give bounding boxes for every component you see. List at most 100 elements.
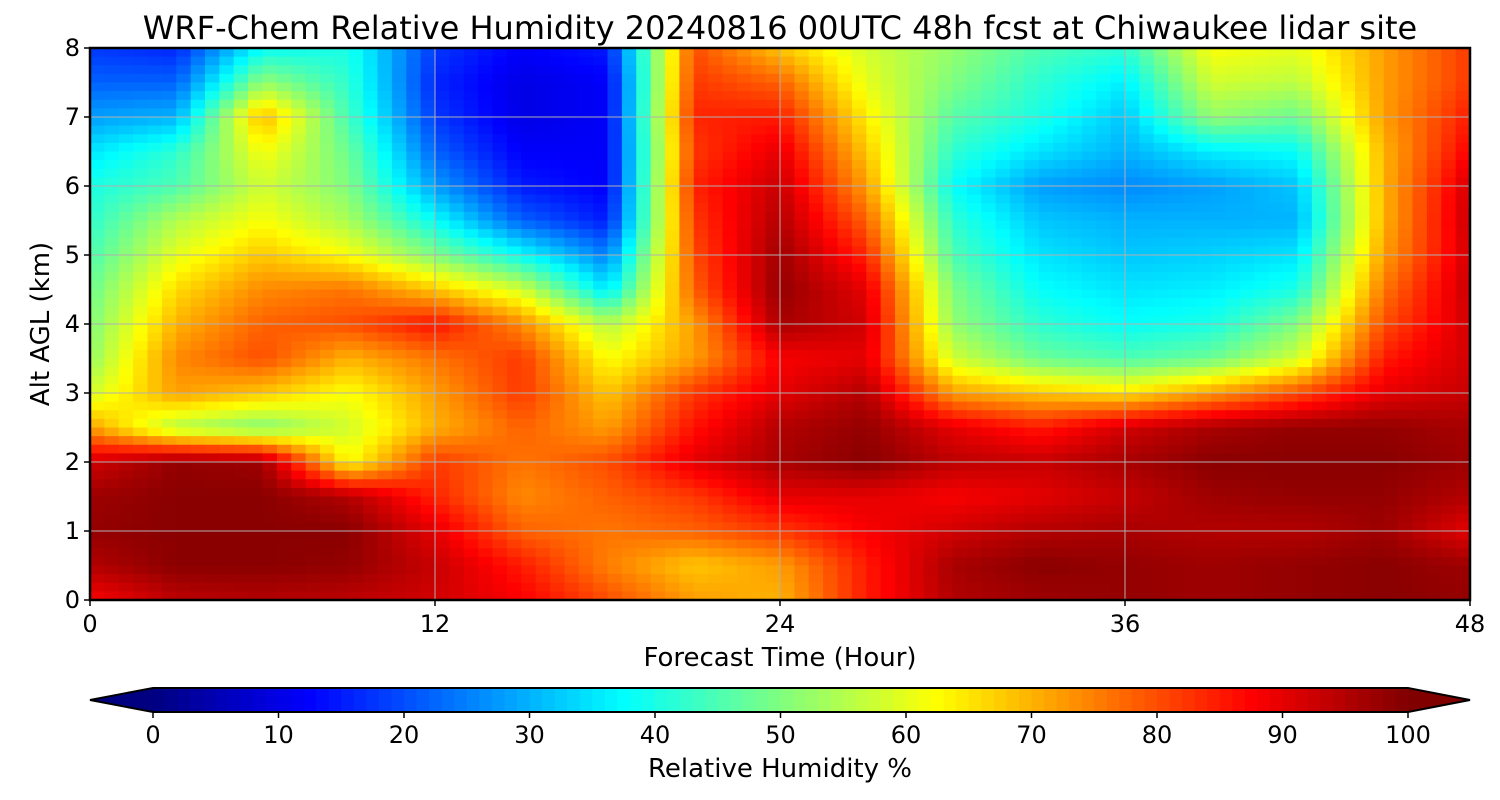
heatmap-cell — [348, 186, 364, 196]
heatmap-cell — [1024, 427, 1040, 437]
heatmap-cell — [291, 410, 307, 420]
heatmap-cell — [751, 306, 767, 316]
heatmap-cell — [679, 315, 695, 325]
heatmap-cell — [1096, 263, 1112, 273]
heatmap-cell — [320, 177, 335, 187]
heatmap-cell — [248, 375, 264, 385]
heatmap-cell — [1211, 99, 1227, 109]
heatmap-cell — [406, 134, 422, 144]
heatmap-cell — [1441, 263, 1457, 273]
heatmap-cell — [1355, 246, 1370, 256]
heatmap-cell — [765, 418, 781, 429]
heatmap-cell — [1010, 91, 1025, 101]
heatmap-cell — [1455, 289, 1470, 299]
heatmap-cell — [708, 48, 724, 58]
heatmap-cell — [276, 246, 292, 256]
heatmap-cell — [190, 203, 206, 213]
heatmap-cell — [1196, 375, 1212, 385]
heatmap-cell — [190, 73, 206, 84]
heatmap-cell — [593, 418, 609, 429]
heatmap-cell — [1455, 462, 1470, 472]
heatmap-cell — [406, 436, 422, 446]
heatmap-cell — [233, 246, 249, 256]
heatmap-cell — [391, 487, 407, 498]
heatmap-cell — [1024, 479, 1040, 489]
heatmap-cell — [320, 99, 335, 109]
heatmap-cell — [1340, 462, 1356, 472]
heatmap-cell — [895, 358, 910, 368]
heatmap-cell — [1254, 246, 1270, 256]
heatmap-cell — [823, 142, 839, 153]
heatmap-cell — [866, 151, 882, 161]
heatmap-cell — [1024, 418, 1040, 429]
heatmap-cell — [205, 298, 220, 308]
heatmap-cell — [506, 82, 522, 92]
heatmap-cell — [1010, 315, 1025, 325]
heatmap-cell — [966, 220, 982, 230]
heatmap-cell — [1283, 255, 1299, 265]
heatmap-cell — [219, 117, 235, 127]
heatmap-cell — [895, 315, 910, 325]
heatmap-cell — [1168, 280, 1184, 291]
heatmap-cell — [938, 48, 954, 58]
heatmap-cell — [535, 65, 551, 75]
heatmap-cell — [1010, 151, 1025, 161]
heatmap-cell — [377, 117, 393, 127]
heatmap-cell — [1240, 99, 1255, 109]
heatmap-cell — [147, 186, 163, 196]
heatmap-cell — [1441, 453, 1457, 463]
heatmap-cell — [1254, 487, 1270, 498]
heatmap-cell — [1096, 487, 1112, 498]
heatmap-cell — [219, 487, 235, 498]
heatmap-cell — [880, 65, 896, 75]
heatmap-cell — [147, 427, 163, 437]
heatmap-cell — [118, 272, 134, 282]
heatmap-cell — [391, 280, 407, 291]
heatmap-cell — [1369, 177, 1385, 187]
heatmap-cell — [1254, 375, 1270, 385]
heatmap-cell — [1412, 315, 1428, 325]
heatmap-cell — [981, 349, 997, 360]
heatmap-cell — [1326, 341, 1342, 351]
heatmap-cell — [320, 410, 335, 420]
heatmap-cell — [1067, 203, 1083, 213]
heatmap-cell — [736, 91, 752, 101]
heatmap-cell — [420, 125, 436, 135]
heatmap-cell — [693, 401, 709, 411]
heatmap-cell — [334, 306, 350, 316]
heatmap-cell — [219, 384, 235, 394]
heatmap-cell — [1355, 479, 1370, 489]
heatmap-cell — [463, 48, 479, 58]
heatmap-cell — [506, 358, 522, 368]
heatmap-cell — [348, 289, 364, 299]
heatmap-cell — [995, 151, 1011, 161]
heatmap-cell — [679, 56, 695, 66]
heatmap-cell — [104, 418, 120, 429]
heatmap-cell — [147, 177, 163, 187]
heatmap-cell — [449, 73, 465, 84]
heatmap-cell — [981, 289, 997, 299]
heatmap-cell — [1240, 401, 1255, 411]
heatmap-cell — [1010, 263, 1025, 273]
heatmap-cell — [133, 194, 149, 204]
heatmap-cell — [262, 151, 278, 161]
heatmap-cell — [1297, 427, 1313, 437]
heatmap-cell — [895, 263, 910, 273]
heatmap-cell — [1441, 341, 1457, 351]
heatmap-cell — [1010, 177, 1025, 187]
heatmap-cell — [104, 168, 120, 178]
heatmap-cell — [420, 229, 436, 239]
heatmap-cell — [837, 177, 853, 187]
heatmap-cell — [377, 246, 393, 256]
heatmap-cell — [147, 479, 163, 489]
heatmap-cell — [348, 384, 364, 394]
heatmap-cell — [1225, 91, 1241, 101]
heatmap-cell — [118, 401, 134, 411]
heatmap-cell — [1024, 65, 1040, 75]
heatmap-cell — [1010, 73, 1025, 84]
heatmap-cell — [334, 134, 350, 144]
heatmap-cell — [1340, 48, 1356, 58]
heatmap-cell — [1168, 384, 1184, 394]
heatmap-cell — [1053, 108, 1069, 118]
heatmap-cell — [966, 332, 982, 342]
